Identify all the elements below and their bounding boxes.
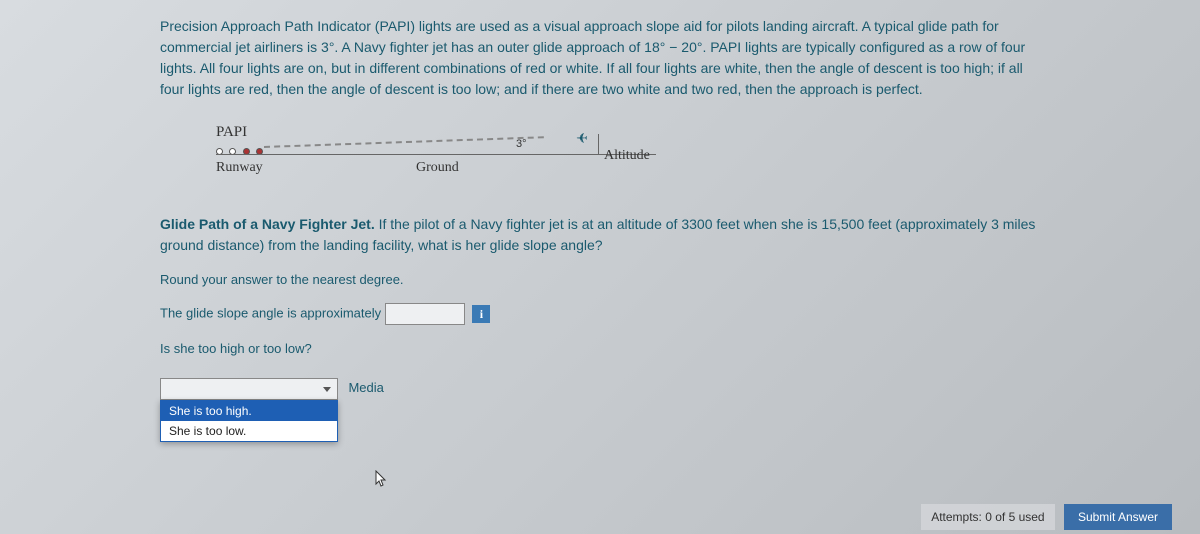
attempts-counter: Attempts: 0 of 5 used xyxy=(921,504,1054,530)
dropdown-options: She is too high. She is too low. xyxy=(160,400,338,442)
runway-label: Runway xyxy=(216,160,263,176)
papi-diagram: PAPI Runway Ground 3° ✈ Altitude xyxy=(216,124,656,184)
angle-input[interactable] xyxy=(385,303,465,325)
rounding-instruction: Round your answer to the nearest degree. xyxy=(160,272,1040,287)
followup-question: Is she too high or too low? xyxy=(160,341,1040,356)
footer-bar: Attempts: 0 of 5 used Submit Answer xyxy=(921,504,1172,530)
media-link[interactable]: Media xyxy=(348,378,383,395)
altitude-line xyxy=(598,134,599,154)
altitude-label: Altitude xyxy=(604,148,650,164)
option-too-low[interactable]: She is too low. xyxy=(161,421,337,441)
papi-lights xyxy=(216,142,265,160)
cursor-icon xyxy=(375,470,389,493)
high-low-dropdown[interactable] xyxy=(160,378,338,400)
papi-label: PAPI xyxy=(216,124,247,141)
option-too-high[interactable]: She is too high. xyxy=(161,401,337,421)
answer-label: The glide slope angle is approximately xyxy=(160,305,381,320)
intro-paragraph: Precision Approach Path Indicator (PAPI)… xyxy=(160,16,1040,100)
plane-icon: ✈ xyxy=(576,130,588,147)
angle-label: 3° xyxy=(516,138,527,150)
ground-line xyxy=(216,154,656,155)
question-title-bold: Glide Path of a Navy Fighter Jet. xyxy=(160,216,375,232)
info-icon[interactable]: i xyxy=(472,305,490,323)
ground-label: Ground xyxy=(416,160,459,176)
question-text: Glide Path of a Navy Fighter Jet. If the… xyxy=(160,214,1040,256)
submit-answer-button[interactable]: Submit Answer xyxy=(1064,504,1172,530)
glide-path-line xyxy=(264,136,544,148)
